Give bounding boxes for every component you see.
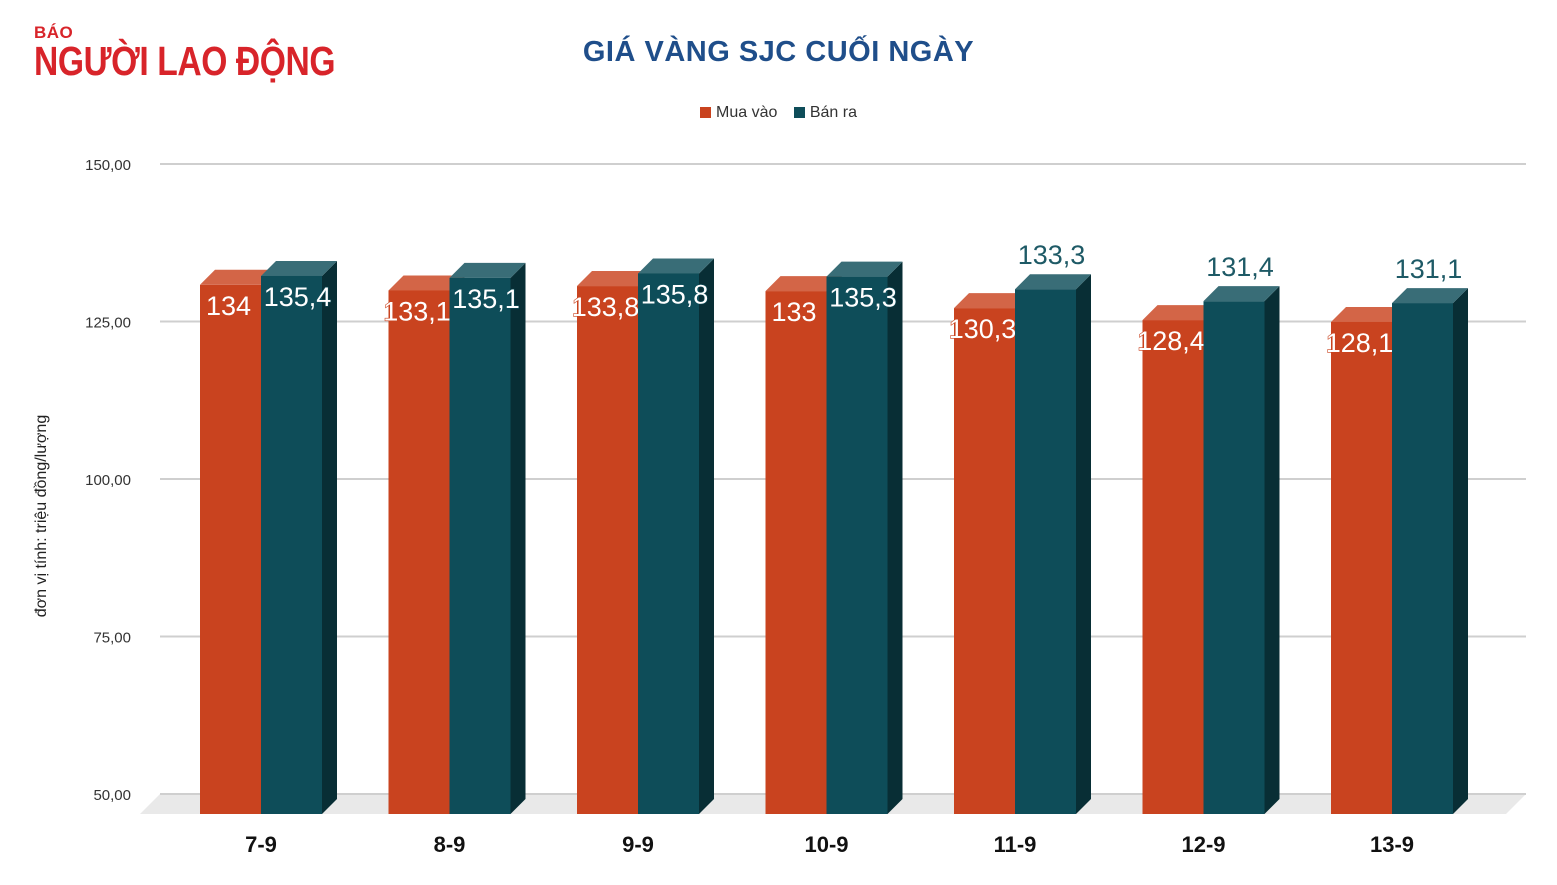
data-label: 135,4: [264, 282, 332, 312]
data-label: 133,1: [383, 296, 451, 326]
bar-top: [261, 260, 337, 276]
legend-label-sell: Bán ra: [809, 104, 857, 121]
data-label: 135,3: [829, 283, 897, 313]
bar-side: [1264, 286, 1280, 814]
x-tick-label: 7-9: [245, 832, 277, 857]
bar-top: [577, 271, 653, 287]
legend-item-sell: Bán ra: [793, 104, 857, 122]
x-tick-label: 13-9: [1370, 832, 1414, 857]
bar-side: [1076, 274, 1091, 815]
data-label: 135,1: [452, 284, 520, 314]
bar: [577, 286, 638, 814]
x-tick-label: 9-9: [622, 832, 654, 857]
data-label: 133: [771, 297, 816, 327]
bar: [449, 277, 511, 814]
brand-logo: BÁO NGƯỜI LAO ĐỘNG: [34, 24, 401, 82]
bar: [954, 308, 1015, 814]
chart-legend: Mua vào Bán ra: [0, 104, 1557, 122]
x-tick-label: 8-9: [434, 832, 466, 857]
bar: [1015, 289, 1076, 815]
bar-top: [638, 258, 714, 274]
y-tick-label: 50,00: [93, 787, 131, 804]
legend-label-buy: Mua vào: [716, 104, 778, 121]
brand-logo-name: NGƯỜI LAO ĐỘNG: [34, 38, 336, 84]
bar-side: [699, 258, 714, 815]
x-tick-label: 11-9: [994, 832, 1037, 857]
bar: [826, 276, 888, 814]
x-tick-label: 10-9: [804, 832, 848, 857]
bar-top: [1015, 274, 1091, 290]
data-label: 134: [206, 291, 251, 321]
y-tick-label: 125,00: [85, 315, 131, 332]
bar: [1392, 303, 1453, 814]
data-label: 131,1: [1395, 254, 1463, 284]
bar-side: [322, 260, 337, 815]
bar-top: [1331, 306, 1407, 322]
bar: [765, 291, 827, 815]
y-tick-label: 75,00: [93, 630, 131, 647]
chart-title: GIÁ VÀNG SJC CUỐI NGÀY: [582, 36, 975, 68]
bar-top: [200, 269, 276, 285]
bar: [1142, 320, 1204, 814]
data-label: 130,3: [949, 314, 1017, 344]
data-label: 128,1: [1326, 328, 1394, 358]
data-label: 128,4: [1137, 326, 1205, 356]
bar: [638, 273, 699, 815]
bar-top: [449, 262, 526, 278]
bar-top: [388, 275, 465, 291]
bar-top: [1203, 286, 1280, 302]
bar-top: [1392, 288, 1468, 304]
data-label: 135,8: [641, 279, 709, 309]
x-tick-label: 12-9: [1181, 832, 1225, 857]
legend-swatch-sell: [793, 107, 805, 118]
bar: [261, 275, 322, 815]
data-label: 131,4: [1206, 252, 1274, 282]
bar-top: [1142, 305, 1219, 321]
brand-logo-small: BÁO: [34, 23, 74, 42]
legend-swatch-buy: [700, 107, 712, 118]
data-label: 133,8: [572, 292, 640, 322]
y-tick-label: 100,00: [85, 472, 131, 489]
bar-top: [765, 276, 842, 292]
bar: [1203, 301, 1265, 814]
bar-side: [887, 261, 903, 814]
data-label: 133,3: [1018, 240, 1086, 270]
y-tick-label: 150,00: [85, 157, 131, 174]
bar-top: [954, 293, 1030, 309]
legend-item-buy: Mua vào: [700, 104, 777, 122]
bar: [388, 290, 450, 815]
bar-side: [510, 262, 526, 814]
bar: [1331, 321, 1392, 814]
bar-top: [826, 261, 903, 277]
bar-side: [1453, 288, 1468, 814]
bar: [200, 284, 261, 814]
